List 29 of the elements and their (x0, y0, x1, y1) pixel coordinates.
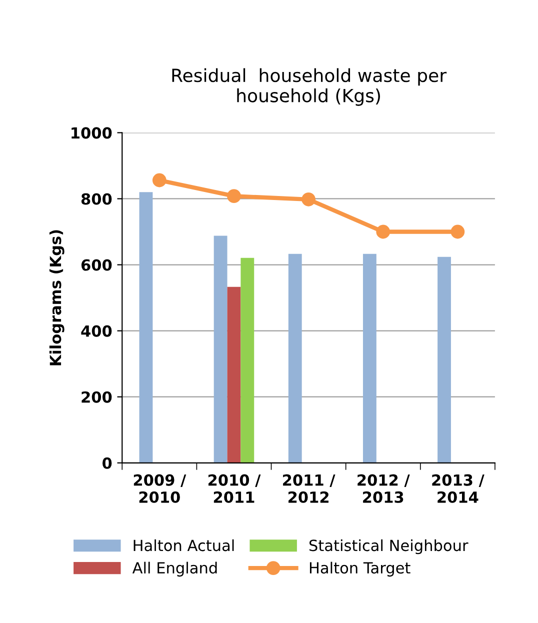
y-tick-label: 200 (82, 391, 112, 403)
bar (288, 254, 302, 463)
bar (227, 286, 241, 463)
point (302, 192, 316, 206)
legend-label: Halton Target (310, 562, 410, 577)
x-tick-label: 2009 / 2010 (134, 474, 186, 503)
x-tick-label: 2012 / 2013 (358, 474, 410, 503)
bar (438, 256, 451, 463)
legend-label: All England (132, 562, 217, 577)
y-tick-label: 1000 (72, 127, 112, 139)
y-tick-label: 800 (81, 193, 112, 205)
y-tick-label: 600 (81, 259, 112, 271)
legend-label: Halton Actual (134, 539, 234, 552)
point (376, 224, 390, 239)
y-axis-title: Kilograms (Kgs) (49, 230, 64, 366)
legend-label: Statistical Neighbour (309, 539, 468, 554)
x-tick-label: 2011 / 2012 (283, 474, 336, 503)
x-tick-label: 2013 / 2014 (432, 474, 484, 503)
y-tick-label: 400 (81, 325, 112, 337)
point (152, 173, 166, 188)
chart-title: Residual household waste per household (Kgs) (172, 68, 447, 106)
y-tick-label: 0 (102, 457, 112, 469)
point (450, 224, 465, 239)
bar (139, 192, 153, 463)
bar (214, 236, 228, 463)
bar (240, 258, 254, 463)
x-tick-label: 2010 / 2011 (208, 474, 261, 503)
point (227, 189, 241, 204)
bar (362, 254, 376, 463)
